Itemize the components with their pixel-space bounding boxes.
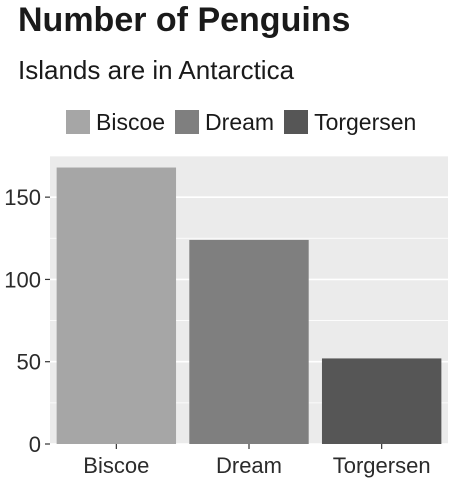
legend-item-dream: Dream	[175, 108, 274, 136]
bars	[56, 167, 442, 444]
chart-title: Number of Penguins	[18, 1, 351, 39]
x-tick-label: Dream	[216, 453, 282, 478]
legend: Biscoe Dream Torgersen	[66, 106, 426, 138]
legend-swatch-biscoe	[66, 110, 90, 134]
y-tick-label: 0	[29, 432, 41, 457]
legend-label-torgersen: Torgersen	[314, 109, 417, 135]
legend-item-torgersen: Torgersen	[284, 108, 416, 136]
y-tick-label: 100	[4, 267, 41, 292]
bar-dream	[189, 239, 309, 444]
legend-label-dream: Dream	[205, 109, 275, 135]
legend-swatch-torgersen	[284, 110, 309, 134]
bar-torgersen	[321, 358, 442, 444]
x-tick-label: Torgersen	[333, 453, 431, 478]
x-axis: Biscoe Dream Torgersen	[83, 444, 431, 478]
x-tick-label: Biscoe	[83, 453, 149, 478]
y-axis: 0 50 100 150	[4, 185, 50, 457]
y-tick-label: 50	[17, 350, 41, 375]
bar-biscoe	[56, 167, 177, 444]
legend-swatch-dream	[175, 110, 200, 134]
legend-item-biscoe: Biscoe	[66, 108, 165, 136]
chart-subtitle: Islands are in Antarctica	[18, 55, 295, 85]
legend-label-biscoe: Biscoe	[96, 109, 166, 135]
y-tick-label: 150	[4, 185, 41, 210]
